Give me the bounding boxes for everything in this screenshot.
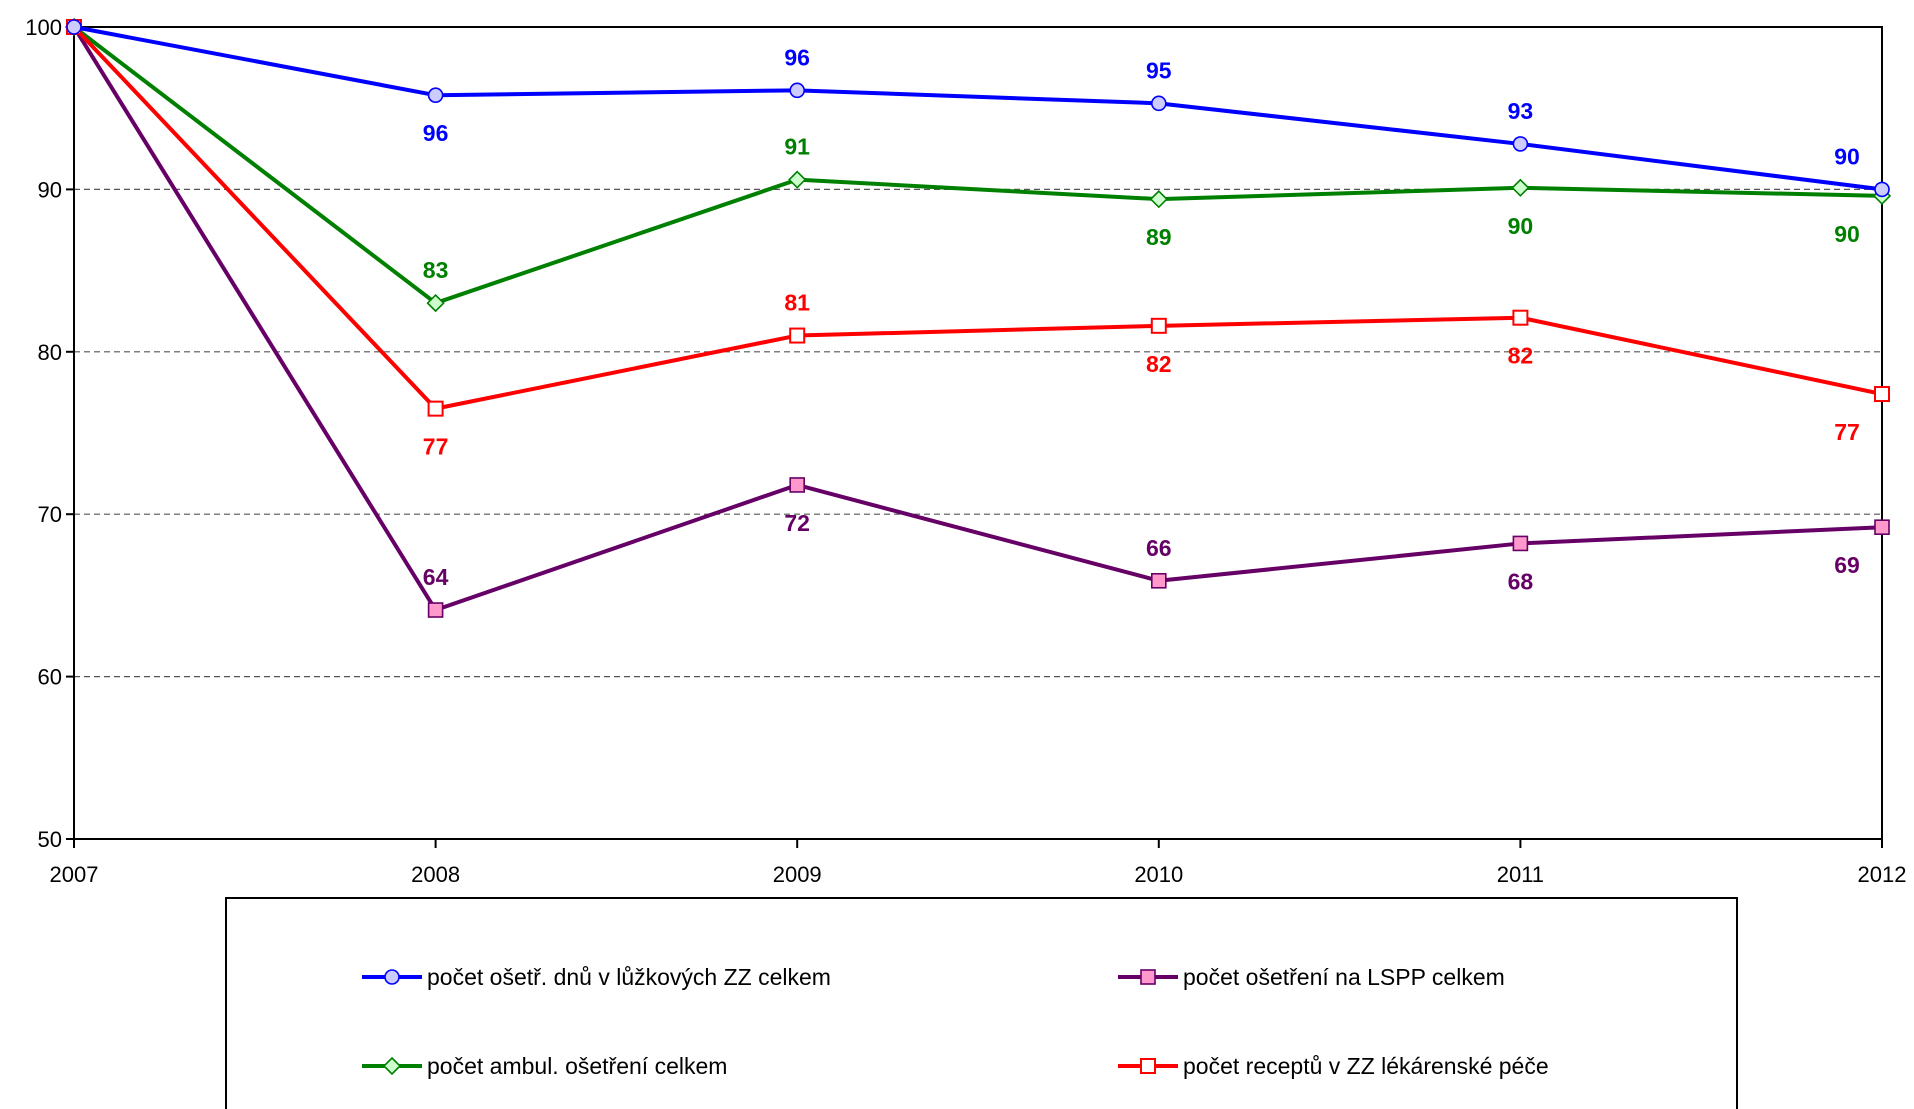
data-point xyxy=(384,969,400,985)
data-point xyxy=(789,477,806,493)
legend-label: počet receptů v ZZ lékárenské péče xyxy=(1183,1053,1549,1079)
legend-label: počet ošetření na LSPP celkem xyxy=(1183,964,1505,990)
series-2 xyxy=(64,17,1892,313)
series-line xyxy=(73,25,1883,192)
series-3 xyxy=(66,19,1890,417)
data-point xyxy=(427,87,444,104)
data-label: 81 xyxy=(784,290,810,316)
data-label: 90 xyxy=(1834,221,1860,247)
data-label: 96 xyxy=(784,44,810,70)
data-point xyxy=(789,82,806,99)
data-label: 82 xyxy=(1508,343,1534,369)
x-tick-label: 2011 xyxy=(1497,862,1544,887)
data-point xyxy=(1874,181,1890,198)
x-tick-label: 2009 xyxy=(773,862,822,887)
legend-entry-2: počet ambul. ošetření celkem xyxy=(362,1053,727,1079)
gridlines xyxy=(74,188,1882,678)
x-tick-label: 2012 xyxy=(1858,862,1907,887)
axes: 50 60 70 80 90 100 2007 2008 2009 2010 2011 2012 xyxy=(25,15,1906,887)
data-label: 93 xyxy=(1508,98,1534,124)
data-point xyxy=(1511,178,1530,197)
data-point xyxy=(427,602,444,618)
series-layer xyxy=(64,17,1892,618)
data-point xyxy=(427,400,444,417)
data-label: 68 xyxy=(1508,568,1534,594)
data-point xyxy=(1150,317,1167,334)
x-tick-label: 2010 xyxy=(1134,862,1183,887)
data-label: 64 xyxy=(423,564,449,590)
data-label: 91 xyxy=(784,134,810,160)
data-label: 77 xyxy=(423,434,449,460)
series-line xyxy=(72,25,1883,411)
data-label: 95 xyxy=(1146,57,1172,83)
legend-entry-3: počet receptů v ZZ lékárenské péče xyxy=(1118,1053,1549,1079)
legend-label: počet ambul. ošetření celkem xyxy=(427,1053,727,1079)
data-point xyxy=(1140,1058,1156,1074)
data-point xyxy=(1151,572,1167,589)
data-point xyxy=(1874,519,1890,535)
data-label: 90 xyxy=(1834,143,1860,169)
data-point xyxy=(1512,309,1529,326)
plot-area-frame xyxy=(73,26,1883,840)
legend-box xyxy=(225,897,1738,1109)
data-point xyxy=(1140,969,1156,985)
y-tick-label: 90 xyxy=(38,177,62,202)
series-0 xyxy=(66,19,1890,198)
y-tick-label: 60 xyxy=(38,665,62,690)
data-label: 66 xyxy=(1146,535,1172,561)
data-labels: 96 96 95 93 90 64 72 66 68 69 83 91 89 90 90 77 81 82 82 77 xyxy=(423,44,1860,594)
data-point xyxy=(1874,386,1890,403)
legend-entry-0: počet ošetř. dnů v lůžkových ZZ celkem xyxy=(362,964,831,990)
legend: počet ošetř. dnů v lůžkových ZZ celkem po… xyxy=(225,897,1738,1109)
data-label: 72 xyxy=(784,510,810,536)
y-tick-label: 70 xyxy=(38,502,62,527)
data-label: 90 xyxy=(1508,213,1534,239)
data-point xyxy=(1512,136,1529,152)
data-label: 69 xyxy=(1834,552,1860,578)
data-point xyxy=(382,1056,402,1076)
series-1 xyxy=(66,19,1890,618)
data-point xyxy=(66,19,82,35)
legend-entry-1: počet ošetření na LSPP celkem xyxy=(1118,964,1505,990)
x-tick-label: 2007 xyxy=(50,862,99,887)
data-label: 89 xyxy=(1146,224,1172,250)
series-line xyxy=(72,25,1883,306)
data-label: 77 xyxy=(1834,419,1860,445)
series-line xyxy=(72,25,1883,613)
data-point xyxy=(789,327,806,344)
data-point xyxy=(1512,535,1529,552)
data-label: 96 xyxy=(423,120,449,146)
data-point xyxy=(426,293,445,313)
legend-label: počet ošetř. dnů v lůžkových ZZ celkem xyxy=(427,964,831,990)
y-tick-label: 100 xyxy=(25,15,62,40)
x-tick-label: 2008 xyxy=(411,862,460,887)
data-point xyxy=(788,170,807,189)
data-label: 83 xyxy=(423,257,449,283)
data-point xyxy=(1149,190,1168,209)
data-label: 82 xyxy=(1146,351,1172,377)
y-tick-label: 50 xyxy=(38,827,62,852)
y-tick-label: 80 xyxy=(38,340,62,365)
data-point xyxy=(1151,95,1167,112)
